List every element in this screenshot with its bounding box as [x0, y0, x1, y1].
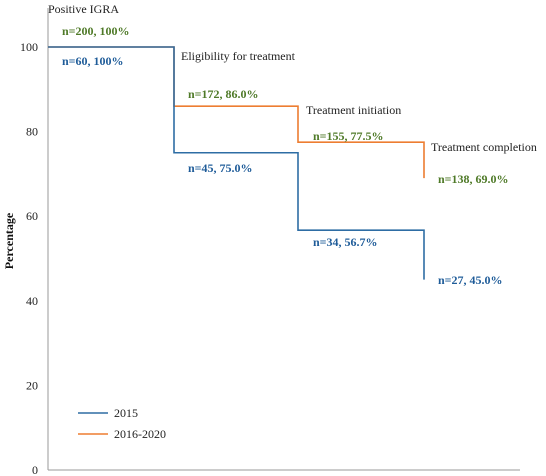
legend-label: 2016-2020	[114, 427, 166, 441]
data-label-2016-2020: n=172, 86.0%	[188, 87, 259, 101]
y-axis-group: 0 20 40 60 80 100	[20, 8, 520, 476]
y-tick-label: 80	[26, 125, 38, 139]
stage-label: Eligibility for treatment	[181, 49, 296, 63]
y-tick-label: 0	[32, 463, 38, 476]
data-label-2015: n=34, 56.7%	[313, 235, 378, 249]
stage-label: Positive IGRA	[48, 2, 119, 16]
y-tick-label: 100	[20, 40, 38, 54]
labels-group: Positive IGRA Eligibility for treatment Tr…	[48, 2, 537, 287]
series-line-2015	[48, 46, 425, 280]
data-label-2015: n=60, 100%	[62, 54, 124, 68]
y-tick-label: 40	[26, 294, 38, 308]
stage-label: Treatment initiation	[306, 103, 401, 117]
data-label-2015: n=45, 75.0%	[188, 161, 253, 175]
data-label-2016-2020: n=155, 77.5%	[313, 129, 384, 143]
data-label-2016-2020: n=200, 100%	[62, 24, 130, 38]
legend: 2015 2016-2020	[78, 406, 166, 441]
y-axis-label: Percentage	[2, 212, 16, 269]
data-label-2015: n=27, 45.0%	[438, 273, 503, 287]
stage-label: Treatment completion	[431, 140, 537, 154]
series-group	[48, 46, 425, 280]
y-tick-label: 20	[26, 378, 38, 392]
legend-label: 2015	[114, 406, 138, 420]
y-tick-label: 60	[26, 209, 38, 223]
data-label-2016-2020: n=138, 69.0%	[438, 172, 509, 186]
